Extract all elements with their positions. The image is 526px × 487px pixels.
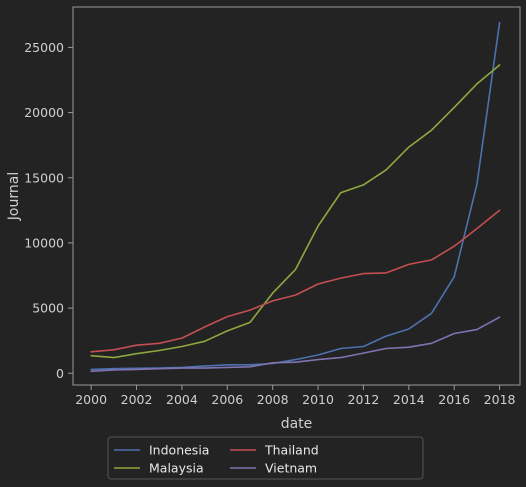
x-tick-label: 2002 bbox=[121, 392, 153, 407]
y-tick-label: 5000 bbox=[32, 301, 64, 316]
x-tick-label: 2004 bbox=[166, 392, 198, 407]
x-tick-label: 2000 bbox=[75, 392, 107, 407]
series-line-thailand bbox=[90, 209, 501, 353]
legend: Indonesia Malaysia Thailand Vietnam bbox=[107, 436, 424, 480]
x-tick-label: 2010 bbox=[302, 392, 334, 407]
legend-box bbox=[107, 436, 424, 480]
series-lines bbox=[90, 21, 501, 373]
x-tick-label: 2006 bbox=[211, 392, 243, 407]
legend-label-vietnam: Vietnam bbox=[265, 461, 317, 476]
plot-area bbox=[72, 6, 521, 386]
legend-label-thailand: Thailand bbox=[264, 443, 319, 458]
x-tick-label: 2018 bbox=[484, 392, 516, 407]
y-tick-label: 0 bbox=[56, 366, 64, 381]
legend-label-indonesia: Indonesia bbox=[149, 443, 209, 458]
y-tick-label: 20000 bbox=[24, 105, 64, 120]
y-axis-ticks: 0 5000 10000 15000 20000 25000 bbox=[24, 40, 73, 381]
x-tick-label: 2008 bbox=[257, 392, 289, 407]
series-line-vietnam bbox=[90, 316, 501, 373]
y-tick-label: 15000 bbox=[24, 170, 64, 185]
y-tick-label: 10000 bbox=[24, 235, 64, 250]
y-axis-label: Journal bbox=[6, 172, 22, 221]
x-tick-label: 2014 bbox=[393, 392, 425, 407]
y-tick-label: 25000 bbox=[24, 40, 64, 55]
series-line-malaysia bbox=[90, 64, 501, 359]
x-tick-label: 2016 bbox=[438, 392, 470, 407]
x-axis-label: date bbox=[281, 416, 313, 432]
x-tick-label: 2012 bbox=[348, 392, 380, 407]
x-axis-ticks: 2000 2002 2004 2006 2008 2010 2012 2014 2016 2018 bbox=[75, 385, 516, 407]
legend-label-malaysia: Malaysia bbox=[149, 461, 204, 476]
